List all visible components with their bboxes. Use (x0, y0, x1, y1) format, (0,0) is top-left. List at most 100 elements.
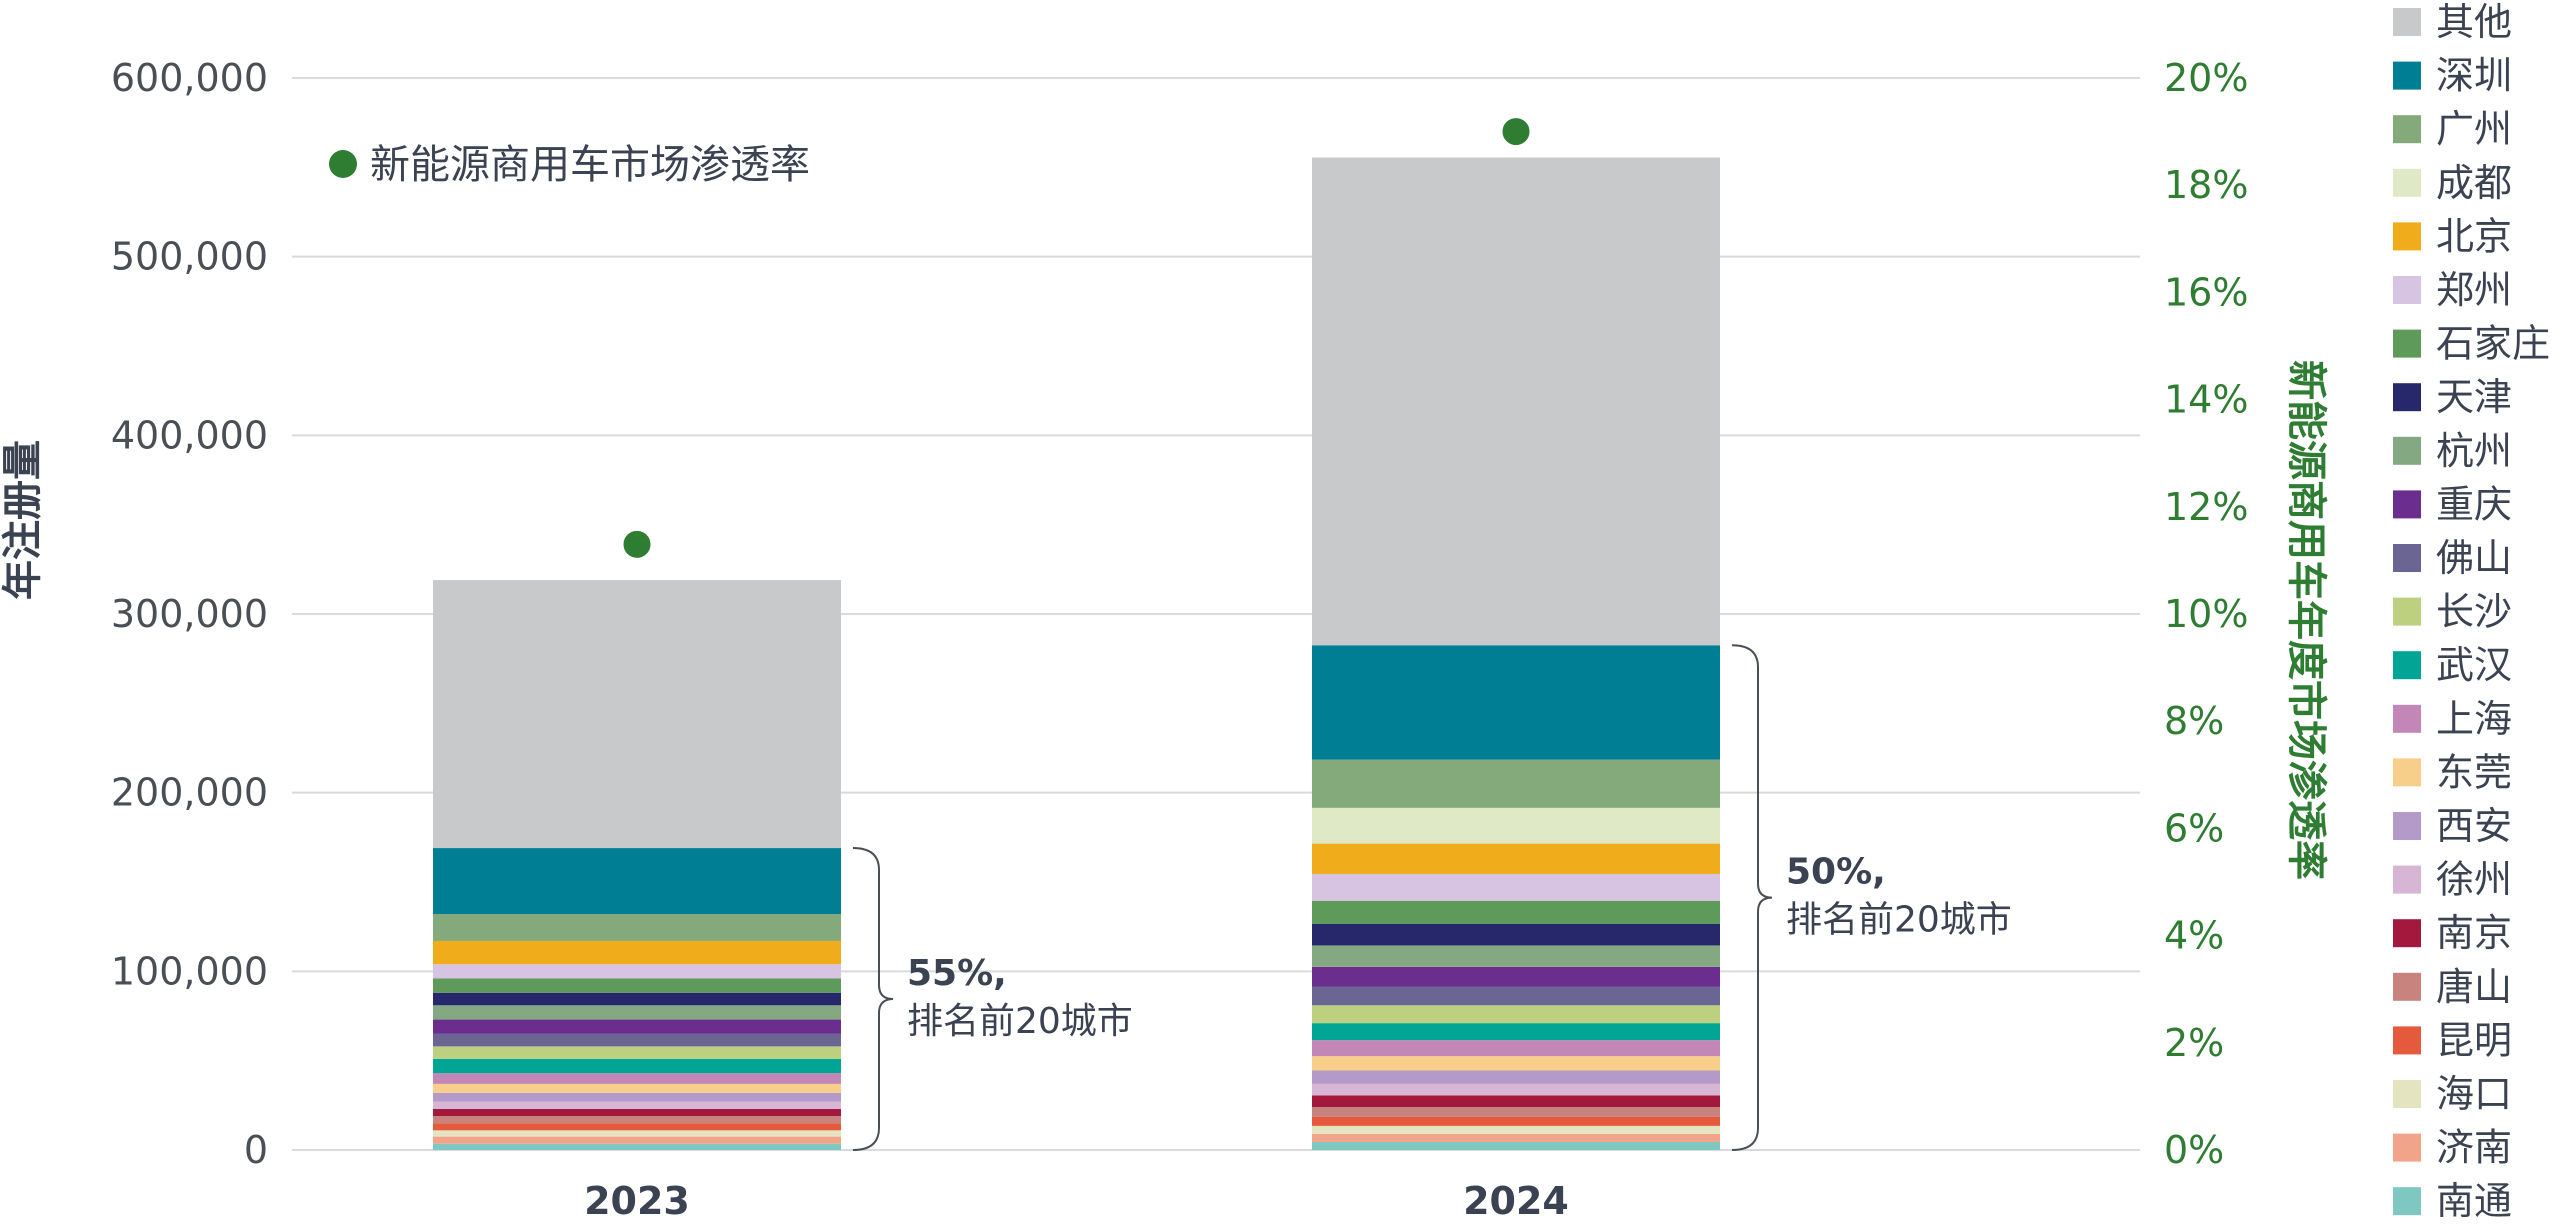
bar-segment (1312, 1133, 1720, 1142)
y-right-tick-label: 20% (2164, 56, 2248, 100)
legend-label: 佛山 (2436, 536, 2512, 580)
legend-item: 郑州 (2393, 268, 2512, 312)
legend-item: 天津 (2393, 375, 2512, 419)
legend-swatch (2393, 865, 2421, 894)
y-axis-title-right: 新能源商用车年度市场渗透率 (2283, 360, 2329, 880)
legend-label: 南京 (2436, 911, 2512, 955)
legend-swatch (2393, 1026, 2421, 1055)
legend-item: 重庆 (2393, 482, 2512, 526)
bar-segment (433, 1092, 841, 1102)
legend-swatch (2393, 758, 2421, 787)
bar-segment (433, 1046, 841, 1059)
legend-swatch (2393, 61, 2421, 90)
y-right-tick-label: 12% (2164, 485, 2248, 529)
bar-segment (1312, 966, 1720, 987)
y-right-tick-label: 10% (2164, 592, 2248, 636)
bar-segment (1312, 1095, 1720, 1108)
legend-swatch (2393, 168, 2421, 197)
bar-segment (1312, 923, 1720, 946)
bar-segment (433, 1130, 841, 1137)
legend-item: 济南 (2393, 1126, 2512, 1170)
bar-segment (433, 1143, 841, 1150)
legend-label: 广州 (2436, 107, 2512, 151)
bar-segment (1312, 1083, 1720, 1096)
legend-label: 杭州 (2436, 429, 2512, 473)
legend-swatch (2393, 436, 2421, 465)
legend-item: 南通 (2393, 1179, 2512, 1223)
legend-label: 唐山 (2436, 965, 2512, 1009)
legend-swatch (2393, 704, 2421, 733)
annotation-text: 排名前20城市 (907, 1001, 1133, 1042)
legend-item: 东莞 (2393, 750, 2512, 794)
x-tick-label: 2024 (1463, 1179, 1569, 1223)
legend-swatch (2393, 597, 2421, 626)
legend-item: 成都 (2393, 161, 2512, 205)
legend-label: 昆明 (2436, 1018, 2512, 1062)
legend-swatch (2393, 490, 2421, 519)
bar-segment (433, 1123, 841, 1131)
legend-item: 北京 (2393, 214, 2512, 258)
legend-label: 石家庄 (2436, 322, 2550, 366)
y-right-tick-label: 2% (2164, 1021, 2224, 1065)
legend-item: 其他 (2393, 0, 2512, 44)
bar-segment (1312, 1040, 1720, 1057)
legend-swatch (2393, 1187, 2421, 1216)
annotation-percent: 50%, (1786, 852, 1886, 893)
y-tick-label: 100,000 (111, 949, 268, 993)
y-right-tick-label: 4% (2164, 914, 2224, 958)
legend-item: 徐州 (2393, 858, 2512, 902)
annotation-percent: 55%, (907, 953, 1007, 994)
bar-segment (1312, 843, 1720, 874)
bar-segment (1312, 873, 1720, 901)
legend-swatch (2393, 222, 2421, 251)
x-tick-label: 2023 (584, 1179, 690, 1223)
legend-label: 武汉 (2436, 643, 2512, 687)
y-right-tick-label: 6% (2164, 806, 2224, 850)
bar-segment (433, 1083, 841, 1093)
bar-segment (433, 1136, 841, 1144)
legend-item: 西安 (2393, 804, 2512, 848)
bar-segment (1312, 1107, 1720, 1117)
legend-label: 深圳 (2436, 54, 2512, 98)
bar-segment (433, 940, 841, 965)
bar-segment (433, 580, 841, 849)
point-legend-label: 新能源商用车市场渗透率 (370, 142, 810, 188)
bar-segment (1312, 1141, 1720, 1150)
brace (1731, 644, 1773, 1151)
legend-item: 海口 (2393, 1072, 2512, 1116)
bars (433, 157, 1720, 1150)
bar-segment (1312, 1005, 1720, 1024)
bar-segment (433, 1058, 841, 1074)
y-tick-label: 0 (244, 1128, 268, 1172)
legend-swatch (2393, 1080, 2421, 1108)
legend-swatch (2393, 1133, 2421, 1162)
y-tick-label: 300,000 (111, 592, 268, 636)
legend-swatch (2393, 8, 2421, 36)
legend-item: 唐山 (2393, 965, 2512, 1009)
legend-label: 济南 (2436, 1126, 2512, 1170)
point-legend-marker (329, 150, 357, 178)
legend-item: 杭州 (2393, 429, 2512, 473)
brace (852, 847, 894, 1151)
y-tick-label: 500,000 (111, 235, 268, 279)
bar-segment (1312, 900, 1720, 924)
legend-item: 武汉 (2393, 643, 2512, 687)
penetration-point (620, 527, 654, 561)
y-axis-title-left: 年注册量 (0, 440, 46, 600)
y-right-tick-label: 8% (2164, 699, 2224, 743)
bar-segment (433, 848, 841, 915)
bar-segment (433, 1101, 841, 1109)
annotation-text: 排名前20城市 (1786, 900, 2012, 941)
bar-segment (433, 1116, 841, 1124)
bar-segment (1312, 759, 1720, 808)
bar-segment (433, 1005, 841, 1020)
legend-label: 海口 (2436, 1072, 2512, 1116)
bar-segment (1312, 1116, 1720, 1126)
y-tick-label: 400,000 (111, 413, 268, 457)
legend-item: 石家庄 (2393, 322, 2550, 366)
y-right-tick-label: 16% (2164, 270, 2248, 314)
bar-segment (1312, 157, 1720, 646)
legend-item: 深圳 (2393, 54, 2512, 98)
point-legend: 新能源商用车市场渗透率 (329, 142, 810, 188)
bar-segment (1312, 807, 1720, 844)
